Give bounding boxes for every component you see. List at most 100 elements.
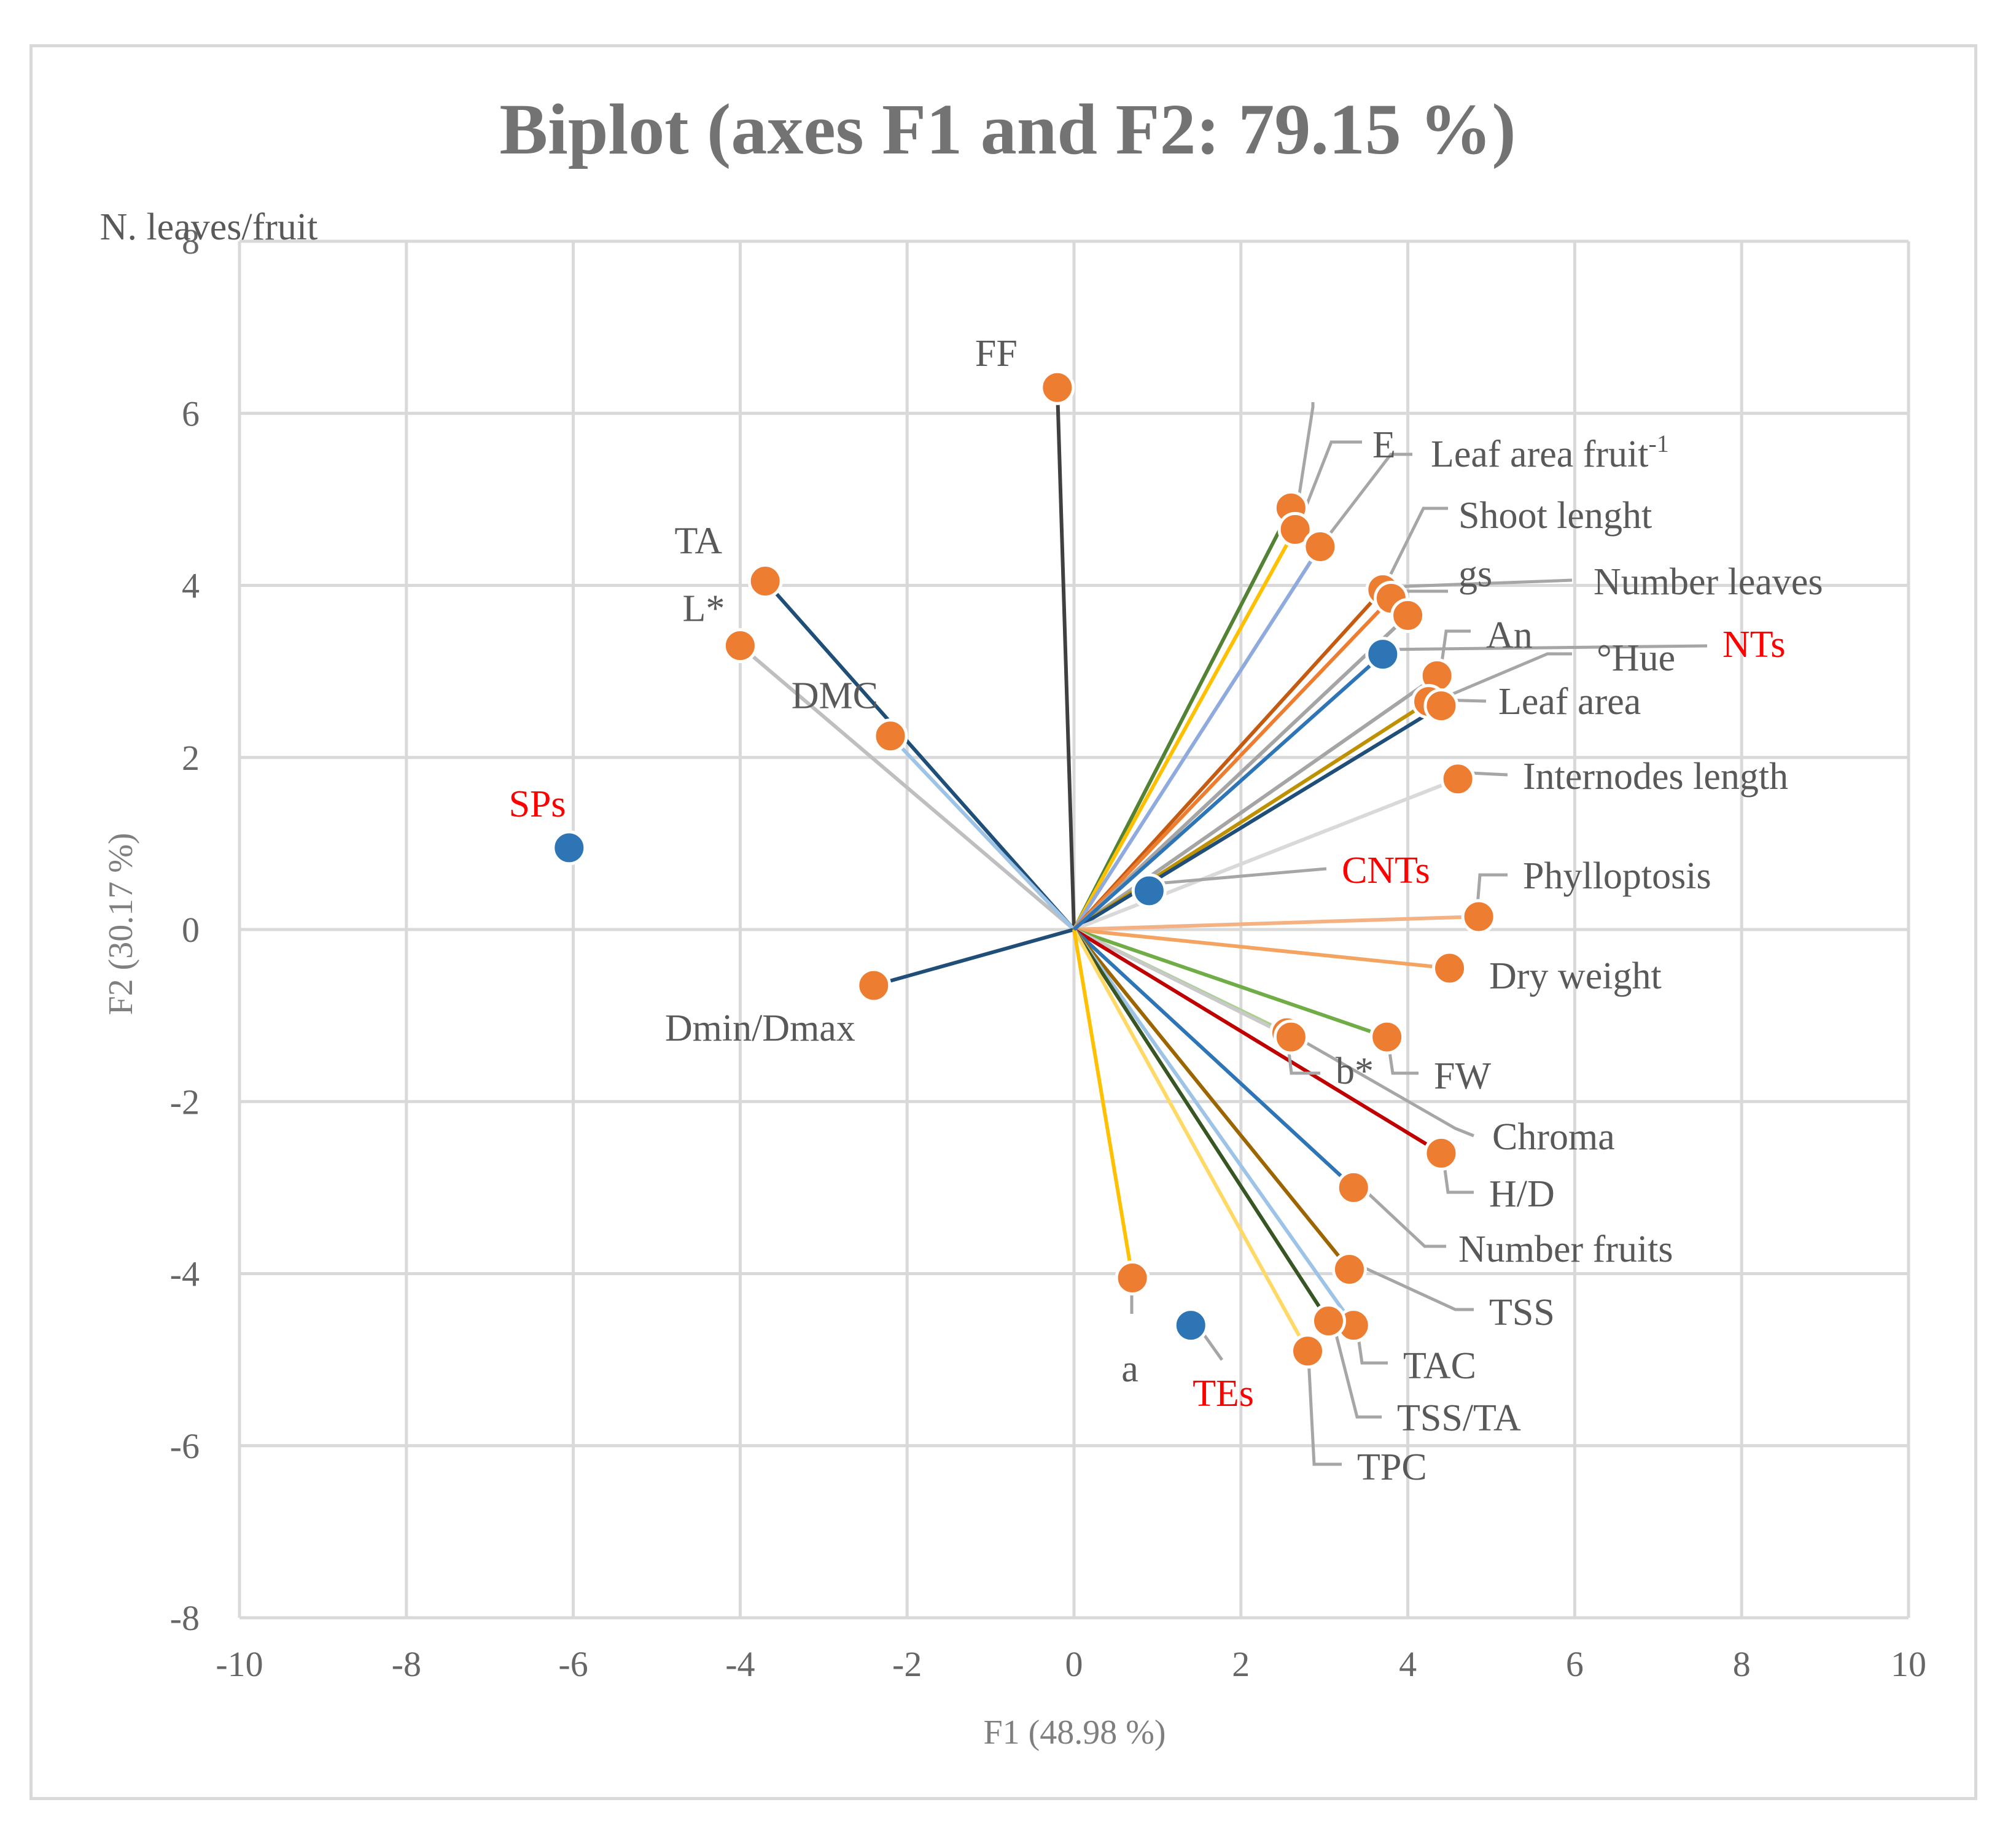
leader-number-fruits: [1355, 1181, 1446, 1248]
label-internodes-length: Internodes length: [1523, 756, 1788, 798]
point-l: [722, 628, 758, 664]
x-tick-label: 2: [1232, 1644, 1250, 1684]
point-cnts: [1131, 873, 1167, 909]
y-tick-label: 6: [182, 394, 200, 433]
label-ff: FF: [975, 333, 1018, 375]
label-gs: gs: [1458, 553, 1492, 595]
point-internodes-length: [1440, 761, 1476, 797]
label-dry-weight: Dry weight: [1489, 955, 1662, 997]
leader-tpc: [1306, 1347, 1342, 1466]
point-tpc: [1290, 1333, 1326, 1369]
leader-cnts: [1150, 867, 1327, 886]
point-dry-weight: [1432, 950, 1468, 986]
y-tick-label: -4: [170, 1254, 200, 1294]
label-tpc: TPC: [1357, 1446, 1427, 1488]
x-tick-label: -10: [216, 1644, 263, 1684]
y-tick-label: 4: [182, 566, 200, 606]
chart-frame: [29, 44, 1977, 1800]
x-tick-label: 4: [1399, 1644, 1417, 1684]
y-tick-labels: 8 6 4 2 0 -2 -4 -6 -8: [170, 222, 200, 1638]
point-chroma: [1273, 1019, 1309, 1055]
leader-tss: [1350, 1260, 1474, 1311]
label-tac: TAC: [1403, 1345, 1476, 1387]
point-sps: [551, 830, 587, 866]
vector-tac: [1072, 928, 1355, 1327]
label-nts: NTs: [1722, 624, 1785, 666]
x-tick-label: -6: [558, 1644, 588, 1684]
vector-tpc: [1072, 928, 1310, 1353]
point-phylloptosis: [1461, 899, 1496, 934]
vector-ta: [763, 580, 1076, 931]
vector-nts: [1073, 653, 1384, 931]
vector-ff: [1055, 387, 1076, 930]
x-axis-title: F1 (48.98 %): [983, 1714, 1166, 1752]
label-e: E: [1372, 424, 1396, 466]
x-tick-label: -4: [725, 1644, 755, 1684]
point-tss-ta: [1310, 1303, 1346, 1339]
x-tick-label: -8: [392, 1644, 421, 1684]
vector-dmc: [889, 734, 1076, 931]
label-dmin-dmax: Dmin/Dmax: [665, 1007, 855, 1049]
x-tick-label: 6: [1566, 1644, 1584, 1684]
y-axis-title: F2 (30.17 %): [102, 833, 140, 1015]
label-dmc: DMC: [792, 675, 878, 717]
leader-shoot-lenght: [1383, 507, 1448, 588]
vector-leaf-area-fruit-1: [1072, 545, 1322, 931]
point-leaf-area: [1423, 688, 1459, 724]
vector-chroma: [1073, 928, 1292, 1039]
point-dmc: [873, 718, 908, 754]
vector-dry-weight: [1073, 928, 1450, 971]
label-leaf-area: Leaf area: [1498, 681, 1641, 723]
x-tick-labels: -10 -8 -6 -4 -2 0 2 4 6 8 10: [216, 1644, 1926, 1684]
label-phylloptosis: Phylloptosis: [1523, 855, 1711, 897]
y-tick-label: 2: [182, 738, 200, 778]
vector-n-leaves-fruit: [1072, 507, 1293, 931]
vector-e: [1072, 528, 1297, 931]
point-tss: [1331, 1251, 1367, 1287]
label-n-leaves-fruit: N. leaves/fruit: [100, 206, 318, 248]
chart-title: Biplot (axes F1 and F2: 79.15 %): [499, 89, 1516, 169]
label-an: An: [1486, 615, 1533, 656]
x-tick-label: 0: [1065, 1644, 1083, 1684]
point-a: [1115, 1260, 1150, 1296]
label-shoot-lenght: Shoot lenght: [1458, 495, 1652, 537]
point-nts: [1365, 637, 1401, 672]
vector-a: [1072, 929, 1135, 1279]
y-tick-label: 8: [182, 222, 200, 262]
label-b: b*: [1336, 1050, 1374, 1092]
point-ff: [1040, 370, 1075, 405]
leader-tss-ta: [1329, 1315, 1382, 1419]
leader-leaf-area-fruit-1: [1319, 452, 1412, 548]
leader-chroma: [1285, 1030, 1474, 1138]
vector-internodes-length: [1073, 777, 1459, 931]
y-tick-label: -6: [170, 1426, 200, 1466]
grid-lines: [238, 239, 1910, 1620]
y-tick-label: -2: [170, 1082, 200, 1122]
vector-number-fruits: [1072, 928, 1355, 1189]
leader-an: [1439, 629, 1471, 672]
data-points: [551, 370, 1496, 1369]
label-tss-ta: TSS/TA: [1397, 1397, 1521, 1439]
x-tick-label: 8: [1733, 1644, 1751, 1684]
vector-number-leaves: [1072, 614, 1409, 931]
label-hue: °Hue: [1597, 637, 1675, 679]
leader-hue: [1435, 652, 1572, 703]
label-number-leaves: Number leaves: [1594, 561, 1823, 603]
vector-gs: [1072, 597, 1393, 931]
point-leaf-area-fruit-1: [1302, 529, 1338, 564]
point-h-d: [1423, 1135, 1459, 1171]
label-number-fruits: Number fruits: [1458, 1229, 1673, 1270]
y-tick-label: 0: [182, 910, 200, 950]
label-leaf-area-fruit-1: Leaf area fruit-1: [1431, 430, 1669, 475]
vector-tss-ta: [1072, 928, 1331, 1322]
point-labels: FF TA L* DMC Dmin/Dmax N. leaves/fruit E Leaf a…: [100, 206, 1823, 1488]
point-number-fruits: [1336, 1170, 1371, 1205]
label-tss: TSS: [1489, 1292, 1555, 1333]
vector-fw: [1073, 928, 1388, 1039]
variable-vectors: [739, 387, 1479, 1353]
vector-phylloptosis: [1073, 914, 1479, 931]
point-tes: [1173, 1308, 1208, 1343]
y-tick-label: -8: [170, 1598, 200, 1638]
label-h-d: H/D: [1489, 1173, 1555, 1215]
